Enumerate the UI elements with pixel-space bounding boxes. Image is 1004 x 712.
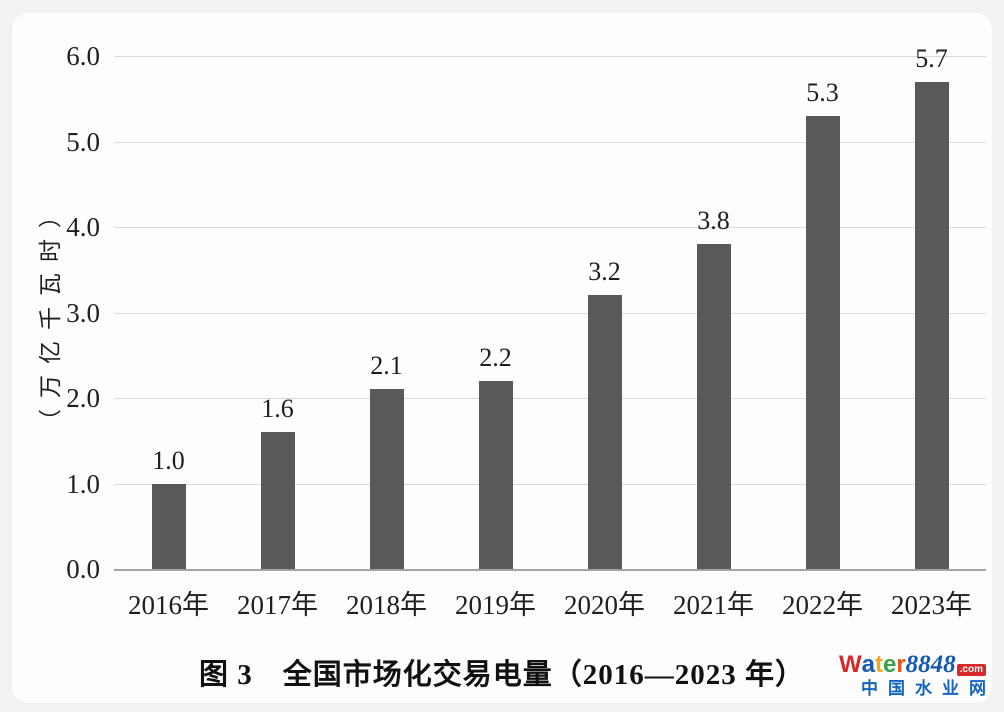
bar-slot-2017年: 1.6: [223, 56, 332, 569]
bar-slot-2020年: 3.2: [550, 56, 659, 569]
y-tick-label-0.0: 0.0: [66, 554, 100, 584]
bar-2019年: [478, 380, 513, 569]
x-tick-label-2016年: 2016年: [128, 590, 209, 620]
bar-2021年: [696, 244, 731, 569]
bar-value-label-2016年: 1.0: [152, 445, 185, 475]
bar-value-label-2022年: 5.3: [806, 77, 839, 107]
gridline-y-1.0: [114, 483, 986, 485]
x-tick-label-2022年: 2022年: [782, 590, 863, 620]
watermark-word: Water: [839, 651, 906, 678]
bar-slot-2023年: 5.7: [877, 45, 986, 569]
watermark-letter-a: a: [861, 651, 875, 678]
bar-2018年: [369, 389, 404, 569]
y-tick-label-2.0: 2.0: [66, 383, 100, 413]
chart-card: （万亿千瓦时） 0.0 1.0 2.0 3.0 4.0 5.0 6.0 1.0 1.6 2.1 2…: [12, 13, 992, 703]
y-tick-label-5.0: 5.0: [66, 126, 100, 157]
chart-caption: 图 3 全国市场化交易电量（2016—2023 年）: [198, 659, 805, 691]
bar-slot-2016年: 1.0: [114, 56, 223, 569]
bar-value-label-2020年: 3.2: [588, 257, 621, 287]
gridline-y-2.0: [114, 398, 986, 399]
gridline-y-4.0: [114, 227, 986, 228]
x-axis-ticks: 2016年 2017年 2018年 2019年 2020年 2021年 2022年 2023年: [114, 583, 986, 622]
bar-slot-2018年: 2.1: [332, 56, 441, 569]
watermark: Water8848 .com 中国水业网: [839, 652, 986, 697]
y-tick-label-4.0: 4.0: [66, 212, 100, 242]
x-tick-label-2017年: 2017年: [237, 590, 318, 620]
bar-slot-2021年: 3.8: [659, 56, 768, 569]
gridline-y-3.0: [114, 312, 986, 314]
bar-2020年: [587, 295, 622, 569]
x-tick-label-2021年: 2021年: [673, 590, 754, 620]
bar-slot-2019年: 2.2: [441, 56, 550, 569]
watermark-number: 8848: [905, 651, 956, 678]
watermark-letter-e: e: [882, 651, 897, 678]
x-tick-label-2018年: 2018年: [346, 590, 427, 620]
gridline-y-6.0: [114, 56, 986, 57]
bar-value-label-2018年: 2.1: [370, 351, 403, 381]
bars-group: 1.0 1.6 2.1 2.2 3.2 3.8 5.3 5.7: [114, 45, 986, 569]
bar-value-label-2017年: 1.6: [261, 394, 294, 424]
x-tick-label-2020年: 2020年: [564, 590, 645, 620]
bar-2023年: [914, 81, 949, 569]
bar-slot-2022年: 5.3: [768, 56, 877, 569]
watermark-logo: Water8848 .com: [839, 652, 986, 677]
y-tick-label-1.0: 1.0: [66, 468, 100, 499]
x-tick-label-2019年: 2019年: [455, 590, 536, 620]
watermark-letter-W: W: [838, 651, 862, 678]
bar-2016年: [151, 483, 186, 569]
plot-area: 1.0 1.6 2.1 2.2 3.2 3.8 5.3 5.7: [114, 45, 986, 571]
bar-2017年: [260, 432, 295, 569]
watermark-letter-t: t: [874, 651, 883, 678]
gridline-y-5.0: [114, 141, 986, 143]
bar-value-label-2019年: 2.2: [479, 342, 512, 372]
bar-value-label-2023年: 5.7: [915, 43, 948, 73]
x-tick-label-2023年: 2023年: [891, 590, 972, 620]
watermark-letter-r: r: [896, 651, 906, 678]
bar-chart: （万亿千瓦时） 0.0 1.0 2.0 3.0 4.0 5.0 6.0 1.0 1.6 2.1 2…: [12, 13, 992, 703]
watermark-tld-badge: .com: [956, 664, 986, 676]
y-tick-label-6.0: 6.0: [66, 41, 100, 71]
bar-2022年: [805, 115, 840, 569]
watermark-cn-name: 中国水业网: [861, 679, 996, 698]
bar-value-label-2021年: 3.8: [697, 206, 730, 236]
y-tick-label-3.0: 3.0: [66, 297, 100, 328]
